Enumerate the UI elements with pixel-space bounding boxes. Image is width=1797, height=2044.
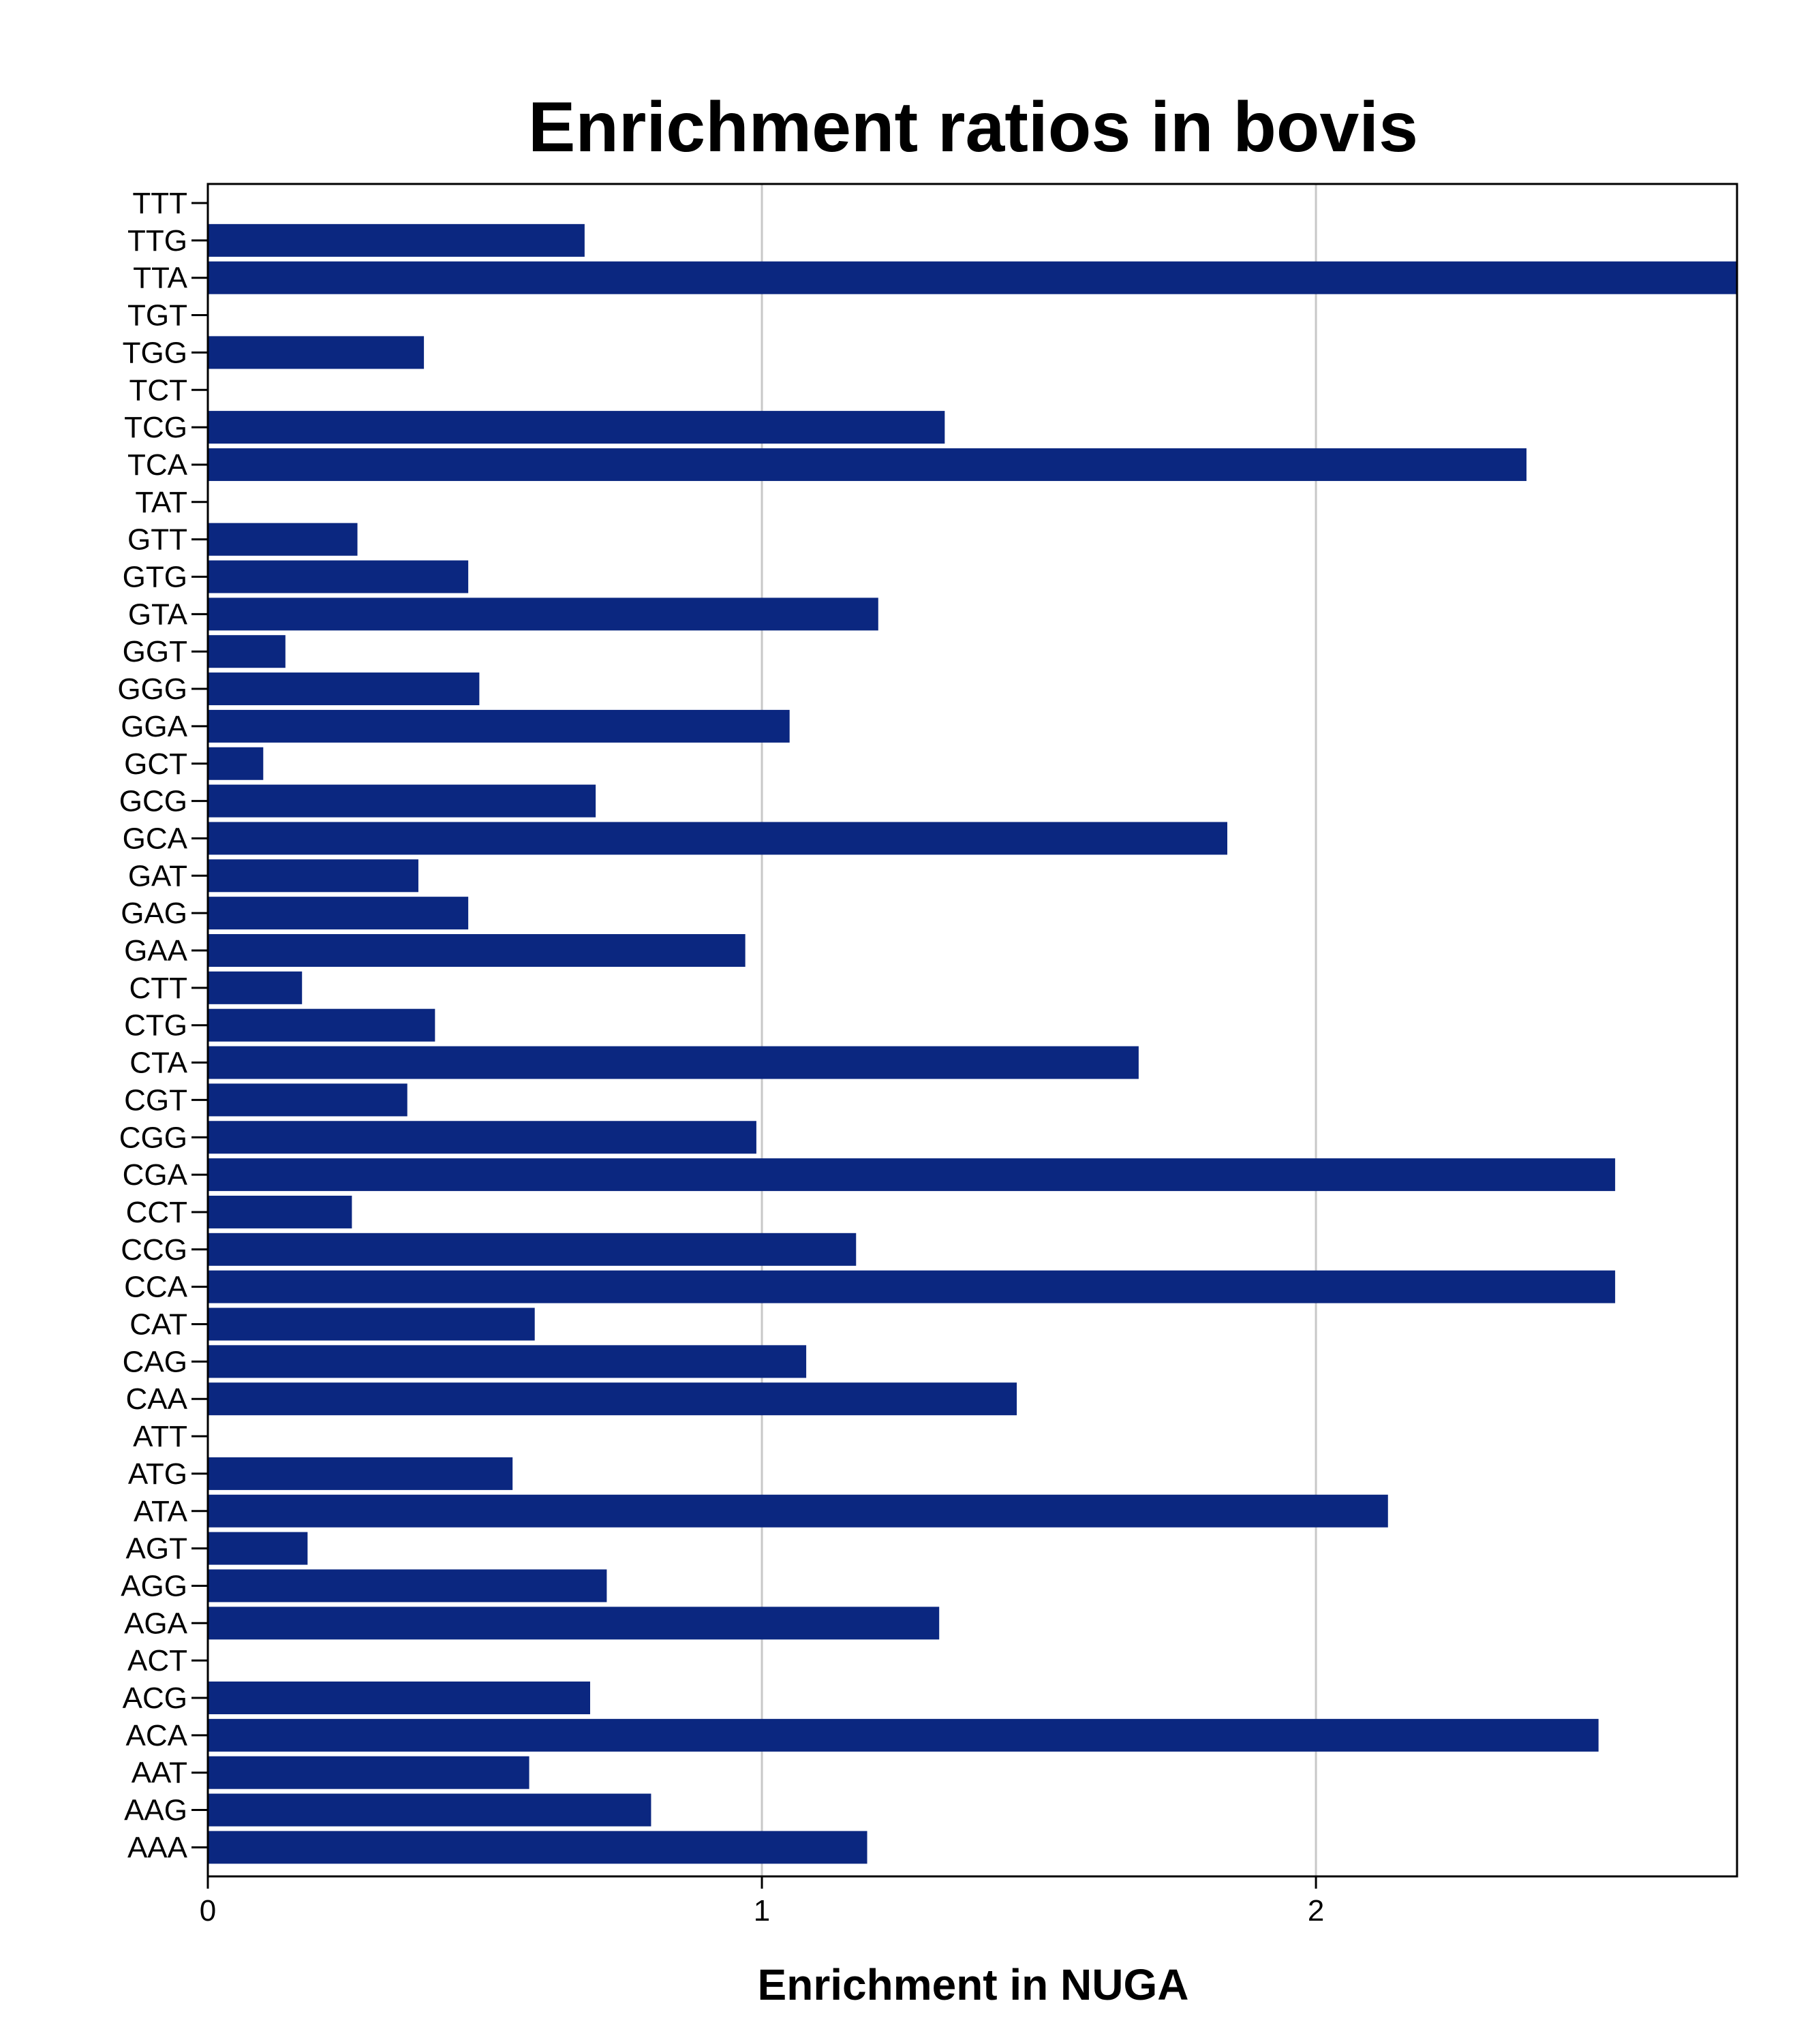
y-tick-label: GCG bbox=[119, 785, 187, 818]
bar-ggt bbox=[208, 635, 286, 668]
y-tick-label: CGT bbox=[124, 1083, 187, 1117]
bar-cta bbox=[208, 1046, 1139, 1079]
y-tick-label: GTT bbox=[127, 523, 187, 557]
bar-ttg bbox=[208, 223, 585, 257]
bar-acg bbox=[208, 1682, 590, 1714]
bars bbox=[208, 223, 1737, 1864]
bar-ctg bbox=[208, 1008, 435, 1042]
y-tick-label: AGT bbox=[126, 1532, 187, 1566]
bar-gtt bbox=[208, 523, 358, 556]
bar-gcg bbox=[208, 784, 596, 818]
bar-tta bbox=[208, 261, 1737, 294]
y-tick-label: CAT bbox=[129, 1308, 187, 1342]
y-tick-label: TTA bbox=[133, 262, 187, 295]
y-tick-label: GTG bbox=[123, 561, 187, 594]
y-tick-label: ACA bbox=[126, 1719, 188, 1752]
x-tick-label: 1 bbox=[754, 1894, 770, 1927]
y-tick-label: CAA bbox=[126, 1382, 188, 1416]
y-tick-label: AAT bbox=[132, 1756, 187, 1790]
bar-gat bbox=[208, 859, 418, 893]
y-tick-label: CTA bbox=[129, 1047, 187, 1080]
bar-ggg bbox=[208, 672, 480, 706]
bar-agt bbox=[208, 1532, 308, 1565]
bar-aca bbox=[208, 1718, 1599, 1752]
y-tick-label: TTT bbox=[132, 187, 187, 220]
y-tick-label: GAA bbox=[124, 934, 188, 967]
bar-agg bbox=[208, 1569, 607, 1602]
bar-tcg bbox=[208, 411, 945, 444]
bar-gaa bbox=[208, 934, 746, 967]
y-tick-label: CCA bbox=[124, 1271, 188, 1304]
x-axis-label: Enrichment in NUGA bbox=[758, 1960, 1189, 2009]
y-tick-label: GCA bbox=[123, 822, 188, 855]
bar-cgt bbox=[208, 1083, 408, 1117]
y-tick-label: AGG bbox=[121, 1569, 187, 1602]
bar-aag bbox=[208, 1793, 651, 1827]
bar-cag bbox=[208, 1345, 807, 1378]
bar-ccg bbox=[208, 1233, 857, 1266]
y-tick-label: GGA bbox=[121, 710, 187, 743]
y-tick-label: ACG bbox=[123, 1682, 187, 1715]
bar-ctt bbox=[208, 971, 303, 1004]
x-tick-label: 2 bbox=[1308, 1894, 1324, 1927]
y-tick-label: GAG bbox=[121, 897, 187, 930]
bar-tgg bbox=[208, 336, 425, 369]
bar-atg bbox=[208, 1457, 513, 1490]
bar-cgg bbox=[208, 1121, 756, 1154]
y-axis: TTT TTG TTA TGT TGG TCT TCG TCA TAT GTT GTG GTA GGT G… bbox=[117, 187, 208, 1864]
y-tick-label: CGA bbox=[123, 1158, 188, 1192]
y-tick-label: GGG bbox=[117, 672, 187, 706]
y-tick-label: TAT bbox=[135, 486, 187, 519]
bar-gtg bbox=[208, 560, 469, 593]
y-tick-label: CAG bbox=[123, 1345, 187, 1378]
y-tick-label: TCA bbox=[127, 448, 188, 482]
y-tick-label: GCT bbox=[124, 747, 187, 781]
chart-title: Enrichment ratios in bovis bbox=[528, 88, 1418, 167]
y-tick-label: ATA bbox=[134, 1495, 188, 1528]
bar-gta bbox=[208, 598, 878, 631]
bar-aaa bbox=[208, 1831, 867, 1864]
y-tick-label: TTG bbox=[127, 224, 187, 258]
y-tick-label: ATG bbox=[128, 1457, 187, 1491]
bar-aat bbox=[208, 1756, 529, 1789]
bar-tca bbox=[208, 448, 1527, 481]
y-tick-label: CCT bbox=[126, 1196, 187, 1229]
bar-gca bbox=[208, 822, 1227, 855]
bar-gag bbox=[208, 897, 469, 930]
y-tick-label: TCT bbox=[129, 373, 187, 407]
y-tick-label: CTT bbox=[129, 972, 187, 1005]
y-tick-label: CCG bbox=[121, 1233, 187, 1267]
y-tick-label: CTG bbox=[124, 1009, 187, 1042]
bar-aga bbox=[208, 1607, 940, 1640]
bar-gga bbox=[208, 709, 790, 743]
y-tick-label: AAG bbox=[124, 1794, 187, 1827]
plot-frame bbox=[206, 183, 1738, 1878]
bar-cct bbox=[208, 1195, 352, 1228]
bar-cat bbox=[208, 1307, 535, 1341]
y-tick-label: GAT bbox=[128, 859, 187, 893]
bar-ata bbox=[208, 1494, 1388, 1528]
y-tick-label: GGT bbox=[123, 635, 187, 668]
bar-cca bbox=[208, 1270, 1616, 1303]
bar-gct bbox=[208, 747, 264, 780]
y-tick-label: TGT bbox=[127, 299, 187, 332]
x-axis: 0 1 2 bbox=[200, 1876, 1324, 1927]
y-tick-label: AGA bbox=[124, 1607, 188, 1640]
y-tick-label: AAA bbox=[127, 1831, 188, 1864]
x-tick-label: 0 bbox=[200, 1894, 216, 1927]
bar-cga bbox=[208, 1158, 1616, 1192]
y-tick-label: CGG bbox=[119, 1121, 187, 1154]
y-tick-label: ACT bbox=[127, 1644, 187, 1677]
y-tick-label: ATT bbox=[133, 1420, 187, 1453]
bar-caa bbox=[208, 1382, 1017, 1416]
y-tick-label: TCG bbox=[124, 411, 187, 444]
y-tick-label: TGG bbox=[123, 336, 187, 369]
y-tick-label: GTA bbox=[128, 598, 188, 631]
